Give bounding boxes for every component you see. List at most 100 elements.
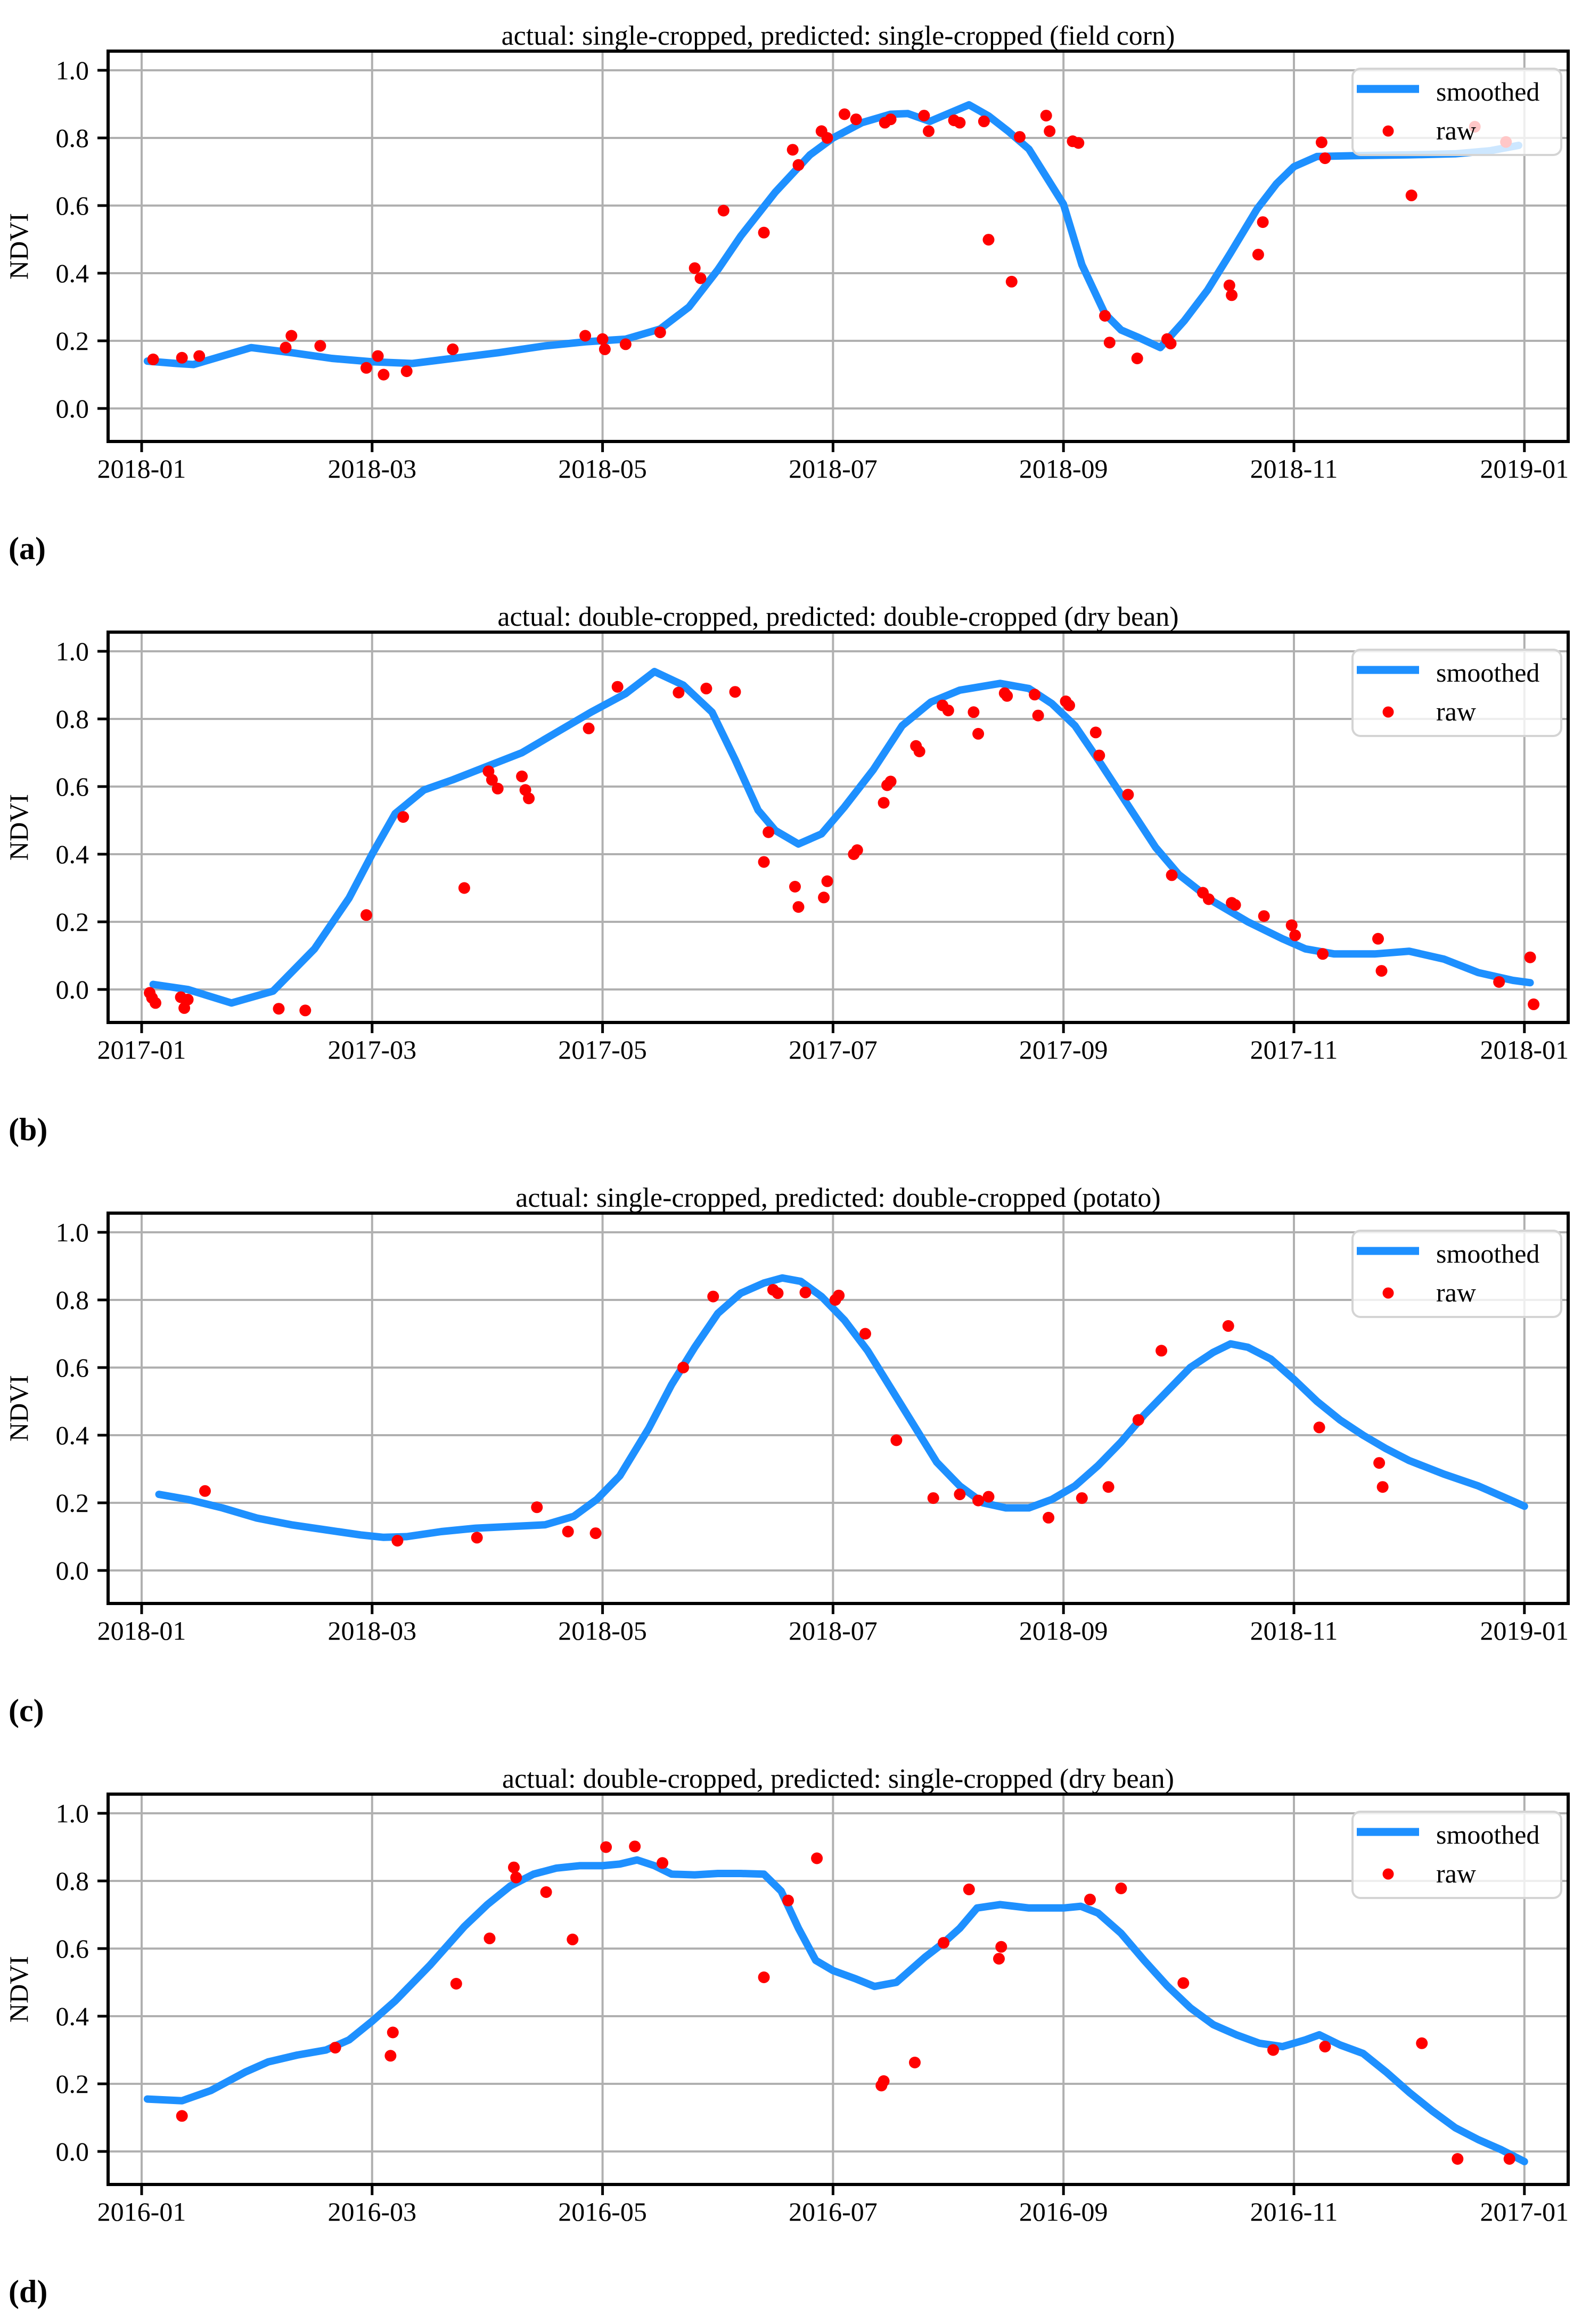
x-tick-label: 2018-11	[1250, 454, 1338, 484]
plot-border	[106, 631, 1570, 1024]
raw-point	[1131, 353, 1143, 364]
ticks-b	[97, 650, 1526, 1033]
raw-point	[176, 351, 188, 364]
raw-point	[589, 1527, 602, 1540]
panel-title: actual: double-cropped, predicted: doubl…	[497, 602, 1178, 632]
panel-d: smoothed raw actual: double-cropped, predi…	[4, 1764, 1570, 2309]
y-axis-label: NDVI	[4, 213, 34, 280]
raw-point	[1115, 1883, 1127, 1894]
y-tick-label: 1.0	[56, 1217, 89, 1247]
raw-point	[314, 340, 326, 352]
raw-point	[508, 1861, 520, 1873]
raw-point	[176, 2110, 188, 2122]
y-tick-label: 0.2	[56, 2069, 89, 2099]
raw-point	[954, 117, 966, 129]
raw-point	[1222, 1320, 1234, 1332]
y-tick-label: 0.8	[56, 1866, 89, 1896]
y-tick-label: 1.0	[56, 636, 89, 666]
raw-points	[176, 1840, 1515, 2165]
raw-point	[299, 1004, 312, 1017]
raw-point	[1257, 216, 1269, 228]
raw-point	[1289, 929, 1301, 942]
y-tick-label: 0.2	[56, 326, 89, 356]
raw-point	[1267, 2044, 1279, 2056]
raw-point	[972, 1494, 985, 1507]
raw-point	[821, 132, 833, 144]
raw-point	[1373, 1457, 1386, 1469]
panel-sublabel: (a)	[9, 531, 46, 566]
raw-point	[1044, 125, 1056, 137]
x-tick-label: 2018-01	[97, 1616, 186, 1646]
raw-point	[384, 2050, 397, 2062]
y-tick-label: 0.2	[56, 907, 89, 937]
x-tick-label: 2018-11	[1250, 1616, 1338, 1646]
raw-point	[913, 746, 925, 757]
raw-point	[360, 362, 372, 374]
y-tick-label: 0.0	[56, 975, 89, 1004]
raw-point	[938, 1937, 950, 1949]
x-tick-label: 2018-07	[789, 454, 878, 484]
x-tick-label: 2016-03	[327, 2197, 416, 2227]
raw-point	[583, 722, 595, 734]
raw-point	[1416, 2037, 1428, 2049]
raw-point	[629, 1840, 641, 1853]
raw-point	[982, 1491, 995, 1503]
raw-point	[596, 333, 609, 345]
raw-point	[599, 343, 611, 355]
raw-point	[273, 1003, 285, 1015]
raw-point	[859, 1328, 871, 1340]
legend-label-raw: raw	[1436, 1278, 1476, 1307]
raw-point	[968, 706, 980, 718]
raw-point	[821, 875, 833, 887]
panel-sublabel: (d)	[9, 2274, 47, 2309]
raw-point	[818, 891, 830, 904]
raw-point	[1258, 910, 1270, 922]
raw-point	[942, 705, 954, 717]
raw-point	[1099, 310, 1111, 322]
raw-point	[611, 681, 624, 693]
legend-dot-sample	[1382, 1868, 1394, 1880]
y-tick-label: 0.4	[56, 258, 89, 288]
raw-point	[884, 113, 897, 126]
y-tick-label: 0.0	[56, 394, 89, 423]
x-tick-label: 2018-01	[1480, 1035, 1569, 1065]
raw-point	[1032, 709, 1044, 722]
raw-point	[1029, 689, 1041, 701]
raw-point	[1313, 1421, 1325, 1434]
raw-point	[982, 234, 995, 246]
raw-point	[1376, 1481, 1389, 1493]
raw-point	[884, 775, 897, 788]
raw-point	[1315, 136, 1327, 149]
raw-point	[782, 1894, 794, 1906]
raw-point	[447, 343, 459, 355]
raw-point	[1122, 789, 1134, 801]
grid-b	[108, 632, 1568, 1022]
y-tick-label: 0.4	[56, 839, 89, 869]
raw-point	[483, 1932, 496, 1944]
raw-point	[878, 797, 890, 809]
legend: smoothed raw	[1351, 1230, 1562, 1318]
raw-point	[1372, 932, 1384, 945]
raw-point	[1043, 1511, 1055, 1524]
x-tick-label: 2017-05	[558, 1035, 647, 1065]
legend-label-smoothed: smoothed	[1436, 1820, 1539, 1850]
raw-point	[993, 1953, 1005, 1965]
raw-point	[694, 272, 707, 284]
raw-point	[1375, 965, 1388, 977]
raw-point	[700, 682, 712, 694]
panel-sublabel: (b)	[9, 1112, 47, 1147]
legend-label-raw: raw	[1436, 1859, 1476, 1888]
raw-point	[850, 113, 862, 126]
ticks-c	[97, 1231, 1526, 1614]
raw-point	[729, 686, 741, 698]
y-tick-label: 0.8	[56, 704, 89, 734]
raw-point	[717, 204, 730, 217]
y-axis-label: NDVI	[4, 794, 34, 861]
raw-point	[1084, 1893, 1096, 1905]
plot-border	[106, 50, 1570, 443]
raw-point	[1405, 189, 1417, 201]
x-tick-label: 2017-07	[789, 1035, 878, 1065]
smoothed-line	[155, 1274, 1528, 1541]
